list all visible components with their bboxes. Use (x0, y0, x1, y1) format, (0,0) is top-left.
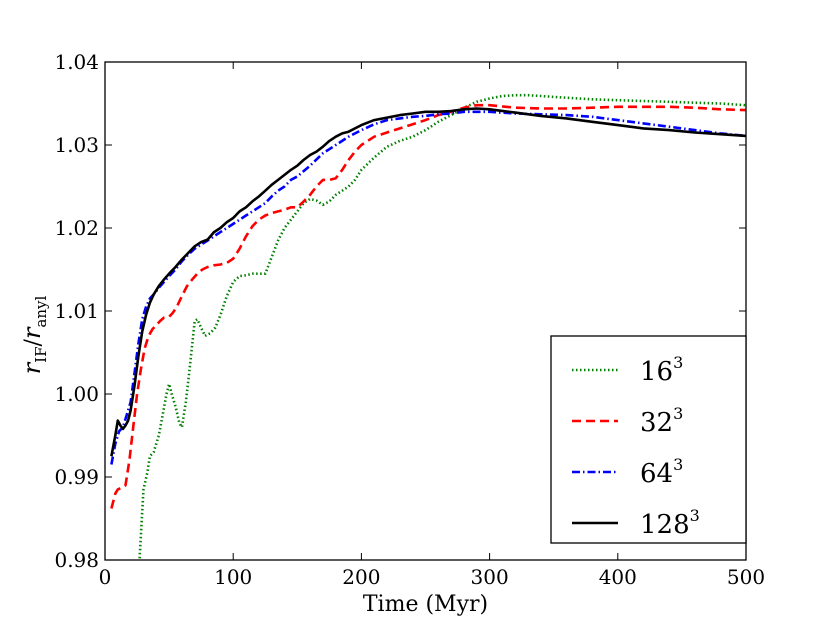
x-tick-label: 300 (471, 565, 509, 589)
legend-label-128-cubed: 1283 (640, 506, 700, 540)
x-tick-label: 100 (214, 565, 252, 589)
x-tick-label: 0 (99, 565, 112, 589)
y-label-separator: / (21, 338, 46, 346)
y-tick-label: 0.99 (54, 465, 99, 489)
y-tick-label: 1.02 (54, 216, 99, 240)
y-label-r-den: r (18, 326, 46, 339)
ticks-layer (104, 61, 747, 561)
legend-box (550, 335, 747, 544)
legend: 163 323 643 1283 (550, 335, 747, 544)
y-tick-label: 1.04 (54, 50, 99, 74)
x-tick-label: 400 (599, 565, 637, 589)
x-axis-label: Time (Myr) (363, 592, 488, 617)
y-axis-label: rIF/ranyl (18, 295, 50, 374)
y-tick-label: 1.00 (54, 382, 99, 406)
y-label-den-subscript: anyl (32, 295, 50, 327)
y-tick-label: 1.03 (54, 133, 99, 157)
y-label-num-subscript: IF (32, 346, 50, 362)
legend-label-16-cubed: 163 (640, 353, 683, 387)
legend-items: 163 323 643 1283 (572, 353, 700, 540)
y-tick-labels: 0.98 0.99 1.00 1.01 1.02 1.03 1.04 (54, 50, 99, 572)
series-line-32-cubed (110, 103, 746, 509)
y-tick-label: 0.98 (54, 548, 99, 572)
x-tick-label: 500 (727, 565, 765, 589)
x-tick-label: 200 (342, 565, 380, 589)
series-line-64-cubed (110, 110, 746, 465)
legend-label-32-cubed: 323 (640, 404, 683, 438)
legend-label-64-cubed: 643 (640, 455, 683, 489)
series-layer (110, 93, 746, 559)
series-line-128-cubed (110, 107, 746, 457)
y-label-r-num: r (18, 361, 46, 374)
y-tick-label: 1.01 (54, 299, 99, 323)
x-tick-labels: 0 100 200 300 400 500 (99, 565, 765, 589)
